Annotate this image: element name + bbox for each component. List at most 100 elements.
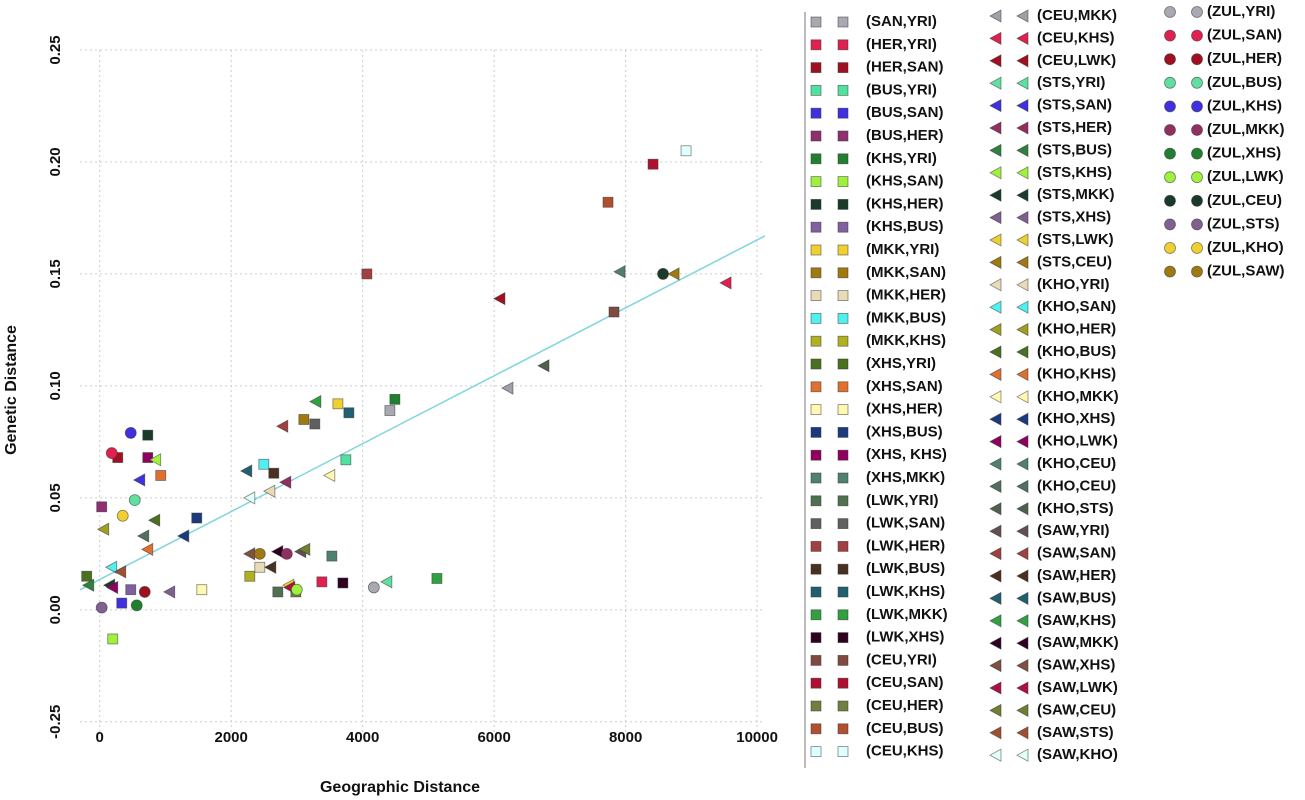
legend-marker [810,723,822,735]
legend-marker [810,312,822,324]
point [116,597,128,609]
legend-label: (KHS,YRI) [866,150,937,167]
legend-label: (ZUL,YRI) [1207,3,1275,20]
legend-label: (XHS,HER) [866,401,943,418]
legend-marker [810,746,822,757]
y-tick-label: 0.10 [47,371,64,400]
legend-label: (LWK,BUS) [866,560,945,577]
point [608,306,620,318]
legend-marker [989,748,1002,762]
legend-label: (MKK,KHS) [866,332,946,349]
point [613,265,626,279]
point [162,585,176,599]
legend-marker [837,358,849,370]
point [191,512,203,524]
legend-marker [837,632,849,643]
legend-marker [837,267,849,279]
legend-marker [810,107,822,119]
point [196,584,208,596]
point [332,398,344,410]
legend-label: (ZUL,HER) [1207,50,1282,67]
legend-marker [837,404,849,416]
legend-marker [837,541,849,552]
x-tick-label: 0 [96,729,104,746]
legend-marker [837,746,849,757]
legend-marker [1164,218,1176,231]
legend-marker [1016,9,1029,23]
y-tick-label: 0.15 [47,259,64,288]
legend-label: (CEU,LWK) [1037,52,1116,69]
legend-marker [837,449,849,461]
legend-marker [1164,53,1176,66]
legend-marker [989,143,1002,158]
point [501,381,514,395]
legend-label: (SAW,CEU) [1037,701,1116,718]
legend-marker [810,472,822,484]
legend-marker [989,479,1002,494]
point [280,547,293,560]
legend-label: (CEU,HER) [866,697,944,714]
legend-marker [989,658,1002,673]
legend-marker [837,312,849,324]
legend-marker [810,632,822,643]
point [275,419,289,433]
legend-marker [1016,367,1029,382]
point [493,291,506,306]
legend-marker [837,586,849,598]
point [148,453,162,467]
point [116,509,129,522]
legend-marker [837,153,849,165]
point [657,268,669,280]
legend-marker [837,472,849,484]
point [343,407,355,419]
legend-label: (SAW,KHS) [1037,612,1116,629]
legend-marker [810,221,822,233]
legend-marker [810,335,822,347]
legend-marker [1164,147,1176,160]
legend-label: (ZUL,SAW) [1207,263,1284,280]
legend-marker [1164,171,1176,184]
legend-marker [989,54,1002,68]
legend-marker [837,290,849,302]
legend-label: (KHO,KHS) [1037,365,1116,382]
legend-label: (ZUL,KHO) [1207,239,1284,256]
legend-marker [810,700,822,712]
legend-label: (LWK,SAN) [866,515,945,532]
point [242,491,256,505]
point [258,458,270,470]
legend-marker [1191,100,1203,113]
legend-label: (KHO,LWK) [1037,433,1118,450]
legend-marker [1016,591,1029,606]
legend-label: (MKK,YRI) [866,241,939,258]
legend-marker [989,524,1002,538]
legend-marker [1191,76,1203,89]
legend-label: (LWK,KHS) [866,583,945,600]
point [254,561,266,573]
legend-marker [989,412,1002,426]
legend-label: (CEU,YRI) [866,651,937,668]
legend-marker [837,107,849,119]
legend-label: (BUS,YRI) [866,81,937,98]
legend-label: (SAW,SAN) [1037,545,1116,562]
point [316,576,328,588]
legend-marker [837,495,849,507]
legend-marker [989,591,1002,606]
point [270,544,284,559]
legend-label: (CEU,MKK) [1037,7,1117,24]
legend-marker [810,290,822,302]
legend-marker [989,546,1002,561]
legend-label: (KHO,YRI) [1037,276,1110,293]
point [125,584,137,596]
legend-label: (KHO,SAN) [1037,298,1116,315]
point [298,414,310,425]
point [113,565,127,579]
legend-marker [810,609,822,621]
legend-marker [1191,242,1203,254]
legend-marker [837,16,849,28]
legend-label: (KHO,BUS) [1037,343,1116,360]
point [264,560,277,574]
legend-marker [1016,569,1029,583]
legend-label: (STS,YRI) [1037,74,1105,91]
legend-marker [1016,681,1029,695]
